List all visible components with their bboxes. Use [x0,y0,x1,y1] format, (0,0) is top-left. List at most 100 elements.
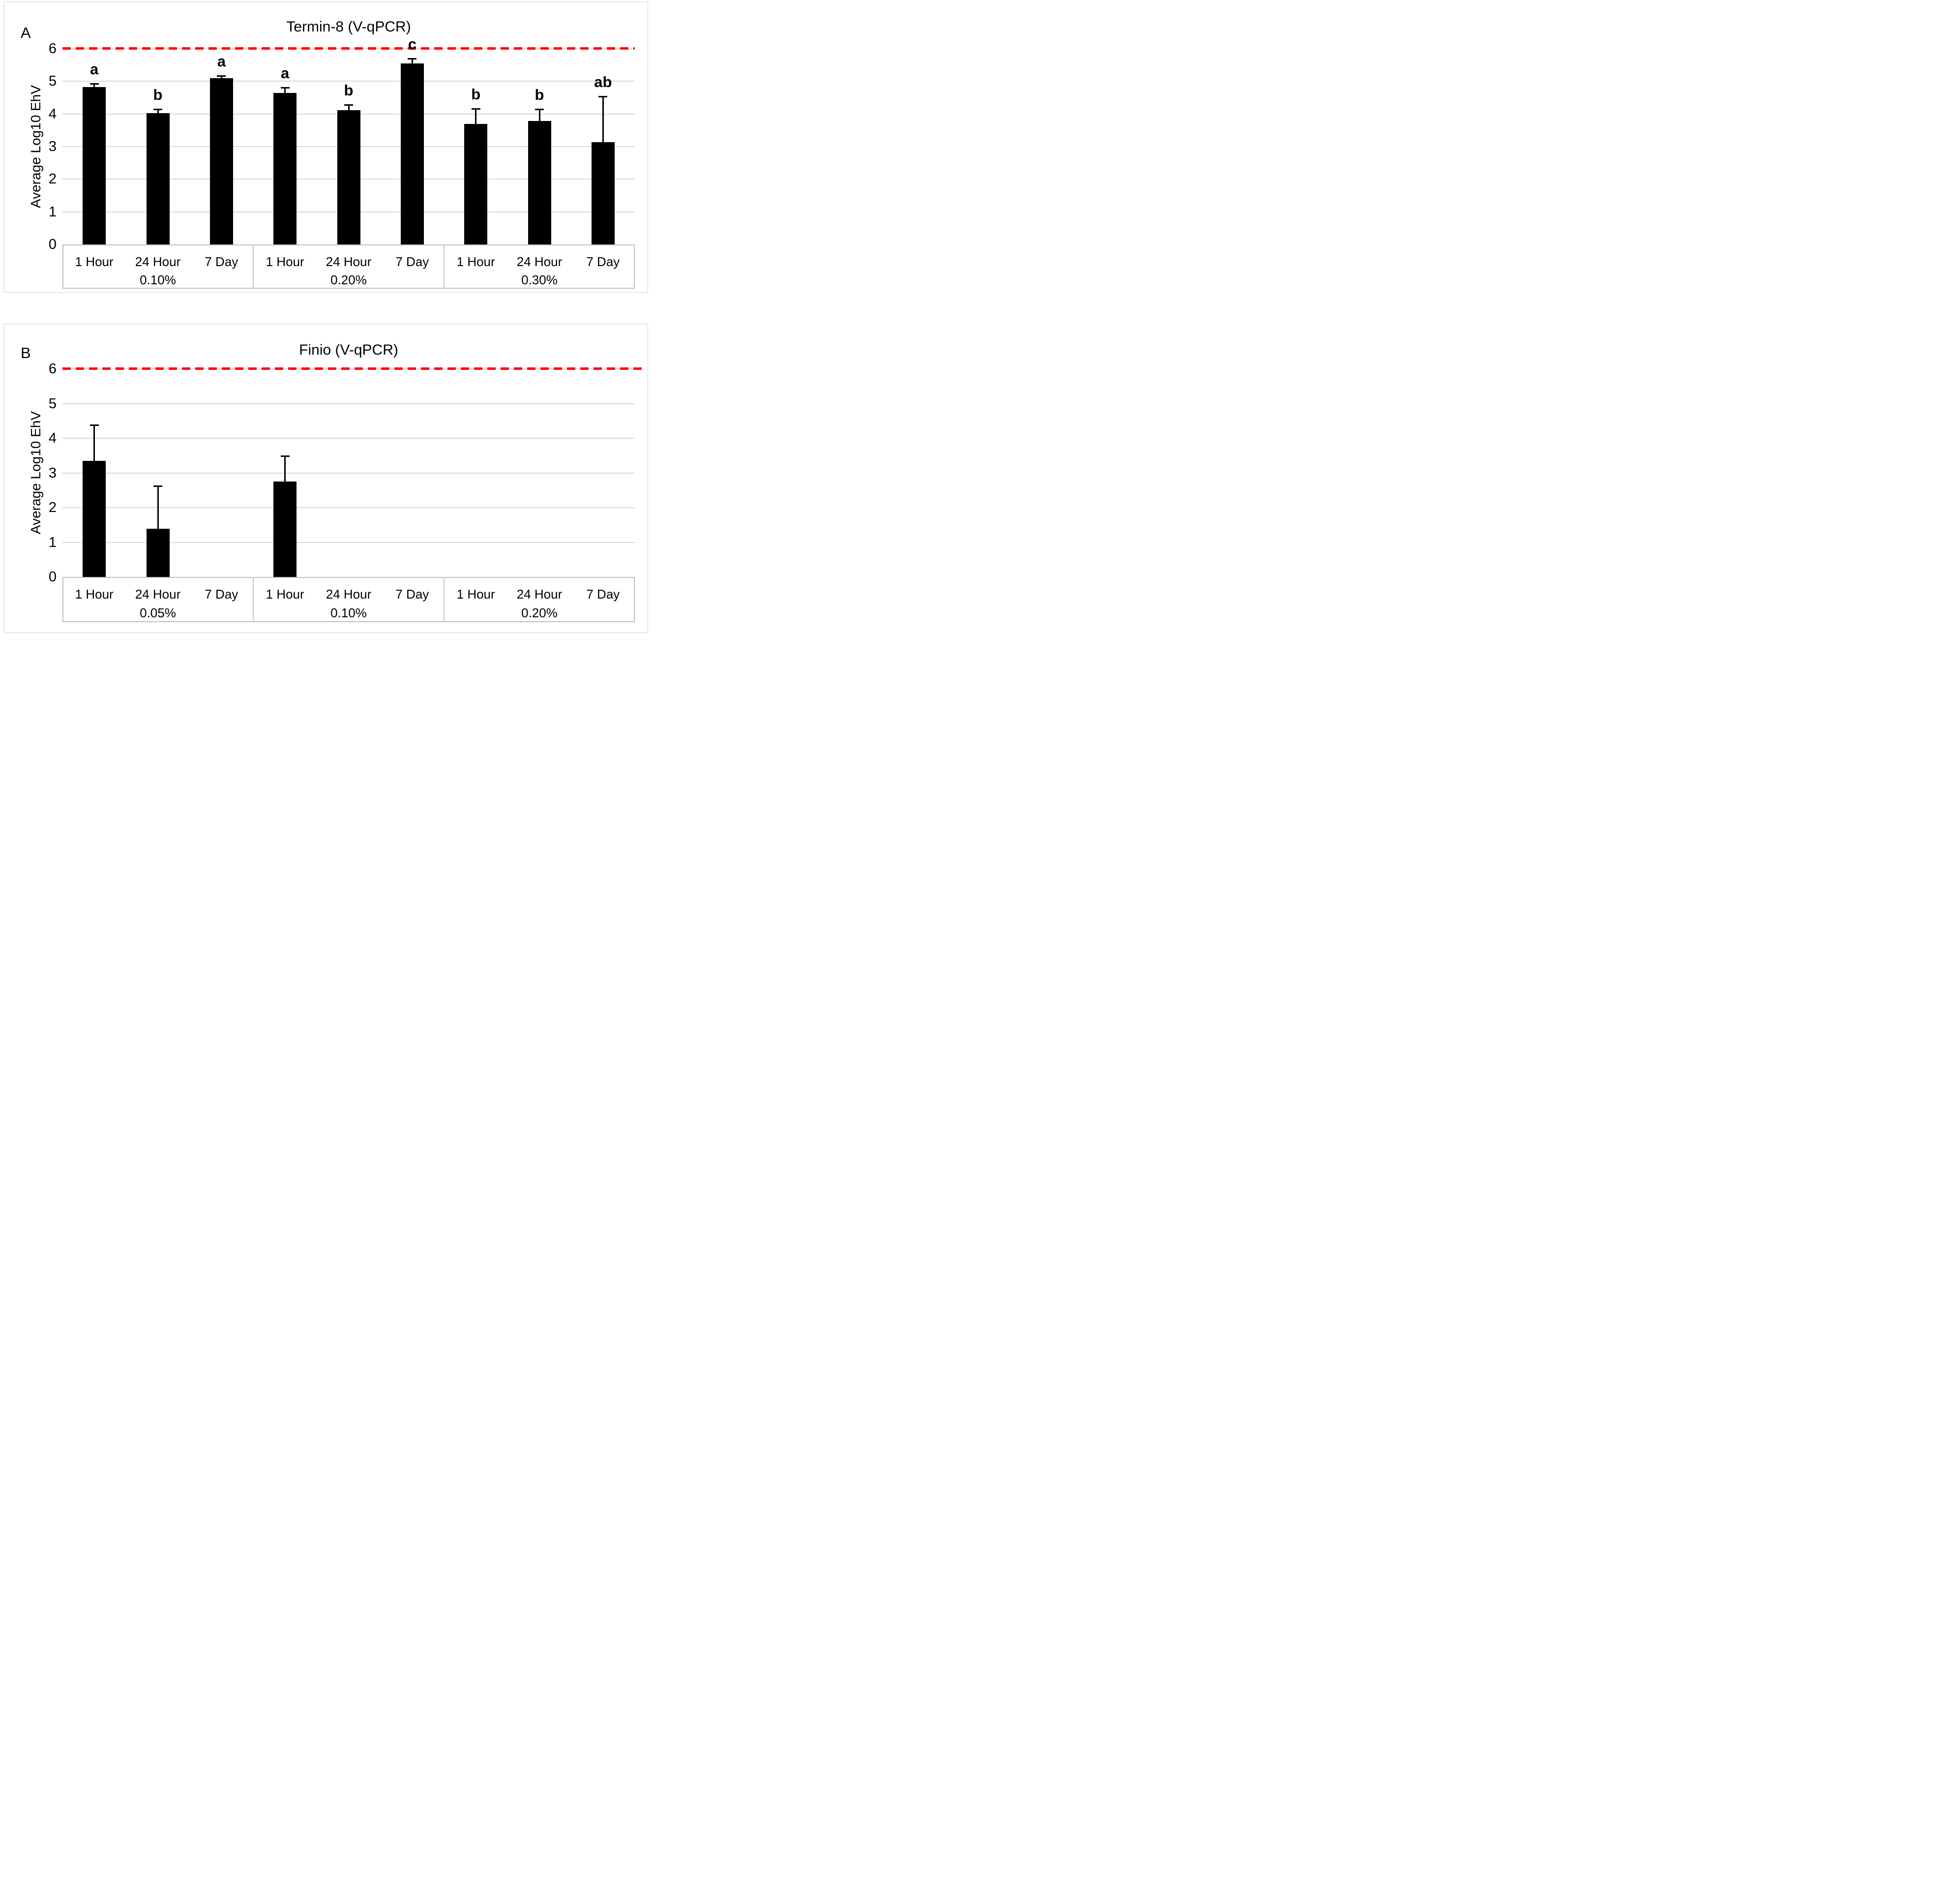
gridline-y4 [62,438,635,439]
y-tick-label-6: 6 [48,361,57,377]
axis-group-label: 0.10% [330,605,367,620]
sig-letter-0-30-7-day: ab [594,73,612,91]
axis-group-label: 0.20% [330,272,367,288]
axis-group-label: 0.05% [140,605,176,620]
axis-category-label-0-20-7-day: 7 Day [586,587,620,602]
axis-group-label: 0.20% [521,605,558,620]
error-whisker-cap-0-10-1-hour [280,455,290,457]
axis-group-separator [253,577,254,621]
error-whisker-cap-0-10-1-hour [89,83,99,85]
error-whisker-0-30-1-hour [475,108,477,128]
y-tick-label-3: 3 [48,465,57,481]
axis-category-label-0-05-7-day: 7 Day [205,587,238,602]
bar-0-20-7-day [400,63,424,245]
axis-group-separator [444,577,445,621]
y-tick-label-2: 2 [48,171,57,187]
x-axis-label-box [62,577,635,622]
error-whisker-0-10-24-hour [157,109,159,117]
sig-letter-0-30-1-hour: b [471,85,481,103]
error-whisker-0-05-1-hour [93,424,95,465]
error-whisker-cap-0-20-7-day [408,58,417,60]
y-tick-label-5: 5 [48,395,57,412]
axis-category-label-0-05-24-hour: 24 Hour [135,587,181,602]
threshold-line [62,47,635,50]
error-whisker-0-10-1-hour [93,83,95,91]
bar-0-30-1-hour [464,124,488,245]
y-tick-label-0: 0 [48,237,57,253]
axis-category-label-0-20-24-hour: 24 Hour [516,587,563,602]
panel-a-title: Termin-8 (V-qPCR) [286,19,411,35]
bar-0-05-24-hour [146,529,170,577]
error-whisker-0-10-1-hour [284,455,286,486]
panel-a-letter: A [21,24,31,41]
axis-category-label-0-20-1-hour: 1 Hour [266,254,304,270]
axis-category-label-0-10-24-hour: 24 Hour [135,254,181,270]
y-tick-label-5: 5 [48,73,57,90]
error-whisker-cap-0-30-1-hour [471,108,480,110]
axis-category-label-0-10-7-day: 7 Day [205,254,238,270]
error-whisker-0-30-7-day [602,96,604,147]
axis-category-label-0-30-1-hour: 1 Hour [456,254,495,270]
axis-category-label-0-20-24-hour: 24 Hour [326,254,372,270]
bar-0-10-1-hour [83,87,106,245]
sig-letter-0-20-24-hour: b [344,81,354,99]
y-tick-label-4: 4 [48,106,57,122]
error-whisker-cap-0-20-24-hour [344,104,353,106]
sig-letter-0-10-7-day: a [217,52,226,70]
gridline-y1 [62,542,635,543]
gridline-y5 [62,403,635,404]
y-tick-label-6: 6 [48,40,57,57]
sig-letter-0-20-1-hour: a [281,64,290,82]
axis-category-label-0-10-1-hour: 1 Hour [75,254,114,270]
gridline-y2 [62,507,635,508]
bar-0-30-24-hour [528,121,551,245]
bar-0-10-1-hour [273,482,297,577]
axis-group-label: 0.30% [521,272,558,288]
y-tick-label-0: 0 [48,569,57,585]
y-tick-label-2: 2 [48,500,57,515]
axis-category-label-0-10-7-day: 7 Day [395,587,429,602]
axis-group-separator [253,244,254,288]
error-whisker-cap-0-10-7-day [217,75,226,77]
error-whisker-0-20-7-day [411,59,413,68]
bar-0-20-1-hour [273,93,297,245]
error-whisker-0-30-24-hour [538,109,540,125]
axis-category-label-0-20-7-day: 7 Day [395,254,429,270]
bar-0-20-24-hour [337,110,360,245]
error-whisker-cap-0-20-1-hour [280,87,290,89]
axis-category-label-0-10-24-hour: 24 Hour [326,587,372,602]
error-whisker-0-20-24-hour [348,104,350,114]
error-whisker-cap-0-30-7-day [598,95,608,97]
sig-letter-0-20-7-day: c [408,35,416,53]
error-whisker-cap-0-30-24-hour [535,108,544,110]
error-whisker-0-10-7-day [220,75,222,83]
axis-category-label-0-20-1-hour: 1 Hour [456,587,495,602]
threshold-line [62,367,647,370]
bar-0-30-7-day [591,142,615,245]
axis-category-label-0-30-7-day: 7 Day [586,254,620,270]
error-whisker-cap-0-05-24-hour [153,485,162,487]
panel-b-title: Finio (V-qPCR) [299,342,398,358]
gridline-y5 [62,81,635,82]
panel-b-letter: B [21,344,31,362]
bar-0-10-24-hour [146,113,170,245]
axis-group-label: 0.10% [140,272,176,288]
axis-category-label-0-30-24-hour: 24 Hour [516,254,563,270]
bar-0-05-1-hour [83,460,106,577]
x-axis-label-box [62,244,635,289]
axis-category-label-0-10-1-hour: 1 Hour [266,587,304,602]
sig-letter-0-30-24-hour: b [535,86,544,103]
error-whisker-0-05-24-hour [157,486,159,533]
y-tick-label-4: 4 [48,430,57,446]
axis-category-label-0-05-1-hour: 1 Hour [75,587,114,602]
axis-group-separator [444,244,445,288]
y-tick-label-1: 1 [48,534,57,550]
error-whisker-cap-0-05-1-hour [89,424,99,426]
bar-0-10-7-day [209,78,233,245]
error-whisker-0-20-1-hour [284,87,286,97]
y-tick-label-3: 3 [48,139,57,154]
error-whisker-cap-0-10-24-hour [153,109,162,111]
